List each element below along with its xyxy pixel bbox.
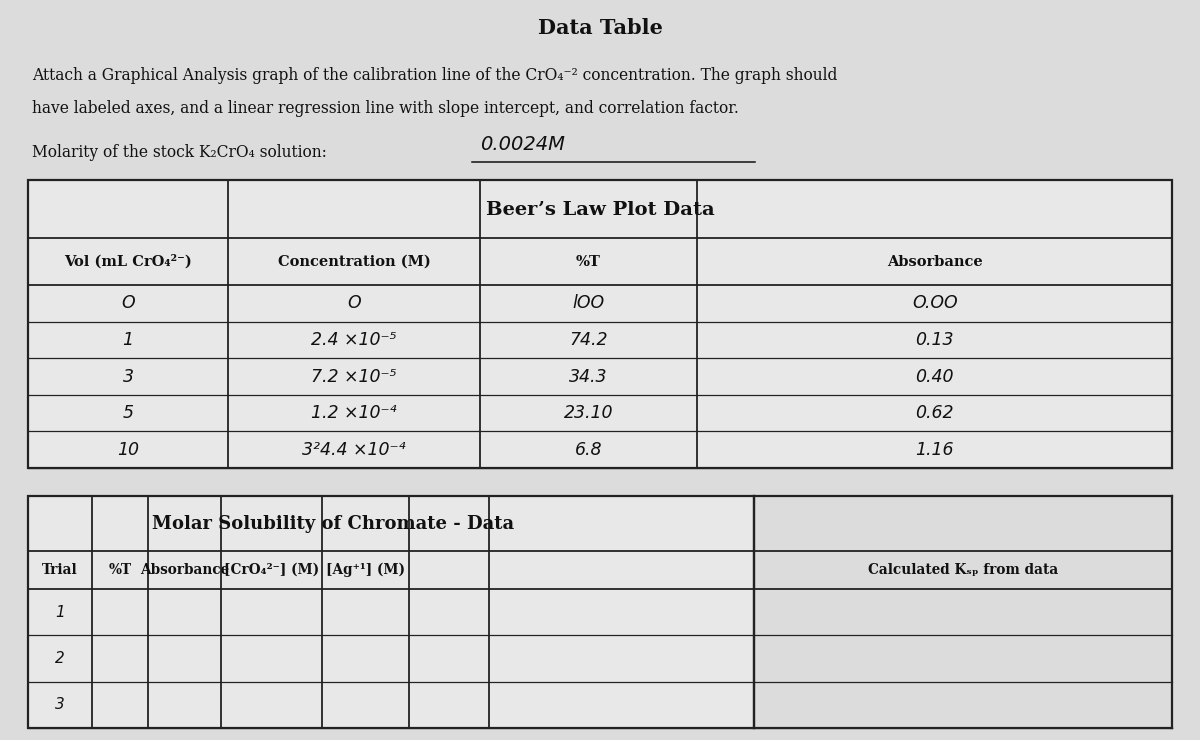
Text: Vol (mL CrO₄²⁻): Vol (mL CrO₄²⁻): [65, 255, 192, 269]
Text: 34.3: 34.3: [569, 368, 608, 386]
Text: 7.2 ×10⁻⁵: 7.2 ×10⁻⁵: [311, 368, 397, 386]
Text: Attach a Graphical Analysis graph of the calibration line of the CrO₄⁻² concentr: Attach a Graphical Analysis graph of the…: [32, 67, 838, 84]
Text: 10: 10: [118, 441, 139, 459]
Text: [Ag⁺¹] (M): [Ag⁺¹] (M): [326, 563, 406, 577]
Text: [CrO₄²⁻] (M): [CrO₄²⁻] (M): [223, 563, 319, 577]
Text: 1: 1: [122, 331, 133, 349]
Bar: [28, 180, 1172, 468]
Text: Beer’s Law Plot Data: Beer’s Law Plot Data: [486, 201, 714, 219]
Text: O: O: [347, 295, 361, 312]
Text: Absorbance: Absorbance: [139, 563, 229, 577]
Bar: [28, 496, 755, 728]
Text: 3²4.4 ×10⁻⁴: 3²4.4 ×10⁻⁴: [302, 441, 406, 459]
Text: %T: %T: [108, 563, 132, 577]
Text: Molarity of the stock K₂CrO₄ solution:: Molarity of the stock K₂CrO₄ solution:: [32, 144, 326, 161]
Text: 23.10: 23.10: [564, 404, 613, 422]
Text: lOO: lOO: [572, 295, 605, 312]
Text: Molar Solubility of Chromate - Data: Molar Solubility of Chromate - Data: [152, 515, 514, 533]
Text: 2.4 ×10⁻⁵: 2.4 ×10⁻⁵: [311, 331, 397, 349]
Text: Absorbance: Absorbance: [887, 255, 983, 269]
Text: 3: 3: [122, 368, 133, 386]
Text: 1: 1: [55, 605, 65, 619]
Text: 0.40: 0.40: [916, 368, 954, 386]
Text: Trial: Trial: [42, 563, 78, 577]
Text: 6.8: 6.8: [575, 441, 602, 459]
Text: Calculated Kₛₚ from data: Calculated Kₛₚ from data: [868, 563, 1058, 577]
Text: 0.62: 0.62: [916, 404, 954, 422]
Text: 74.2: 74.2: [569, 331, 608, 349]
Text: Data Table: Data Table: [538, 18, 662, 38]
Text: %T: %T: [576, 255, 601, 269]
Text: have labeled axes, and a linear regression line with slope intercept, and correl: have labeled axes, and a linear regressi…: [32, 99, 739, 116]
Text: 0.13: 0.13: [916, 331, 954, 349]
Text: 3: 3: [55, 697, 65, 713]
Text: 1.16: 1.16: [916, 441, 954, 459]
Text: Concentration (M): Concentration (M): [277, 255, 431, 269]
Text: 1.2 ×10⁻⁴: 1.2 ×10⁻⁴: [311, 404, 397, 422]
Text: O.OO: O.OO: [912, 295, 958, 312]
Text: 0.0024M: 0.0024M: [480, 135, 565, 153]
Text: 5: 5: [122, 404, 133, 422]
Text: O: O: [121, 295, 134, 312]
Text: 2: 2: [55, 651, 65, 666]
